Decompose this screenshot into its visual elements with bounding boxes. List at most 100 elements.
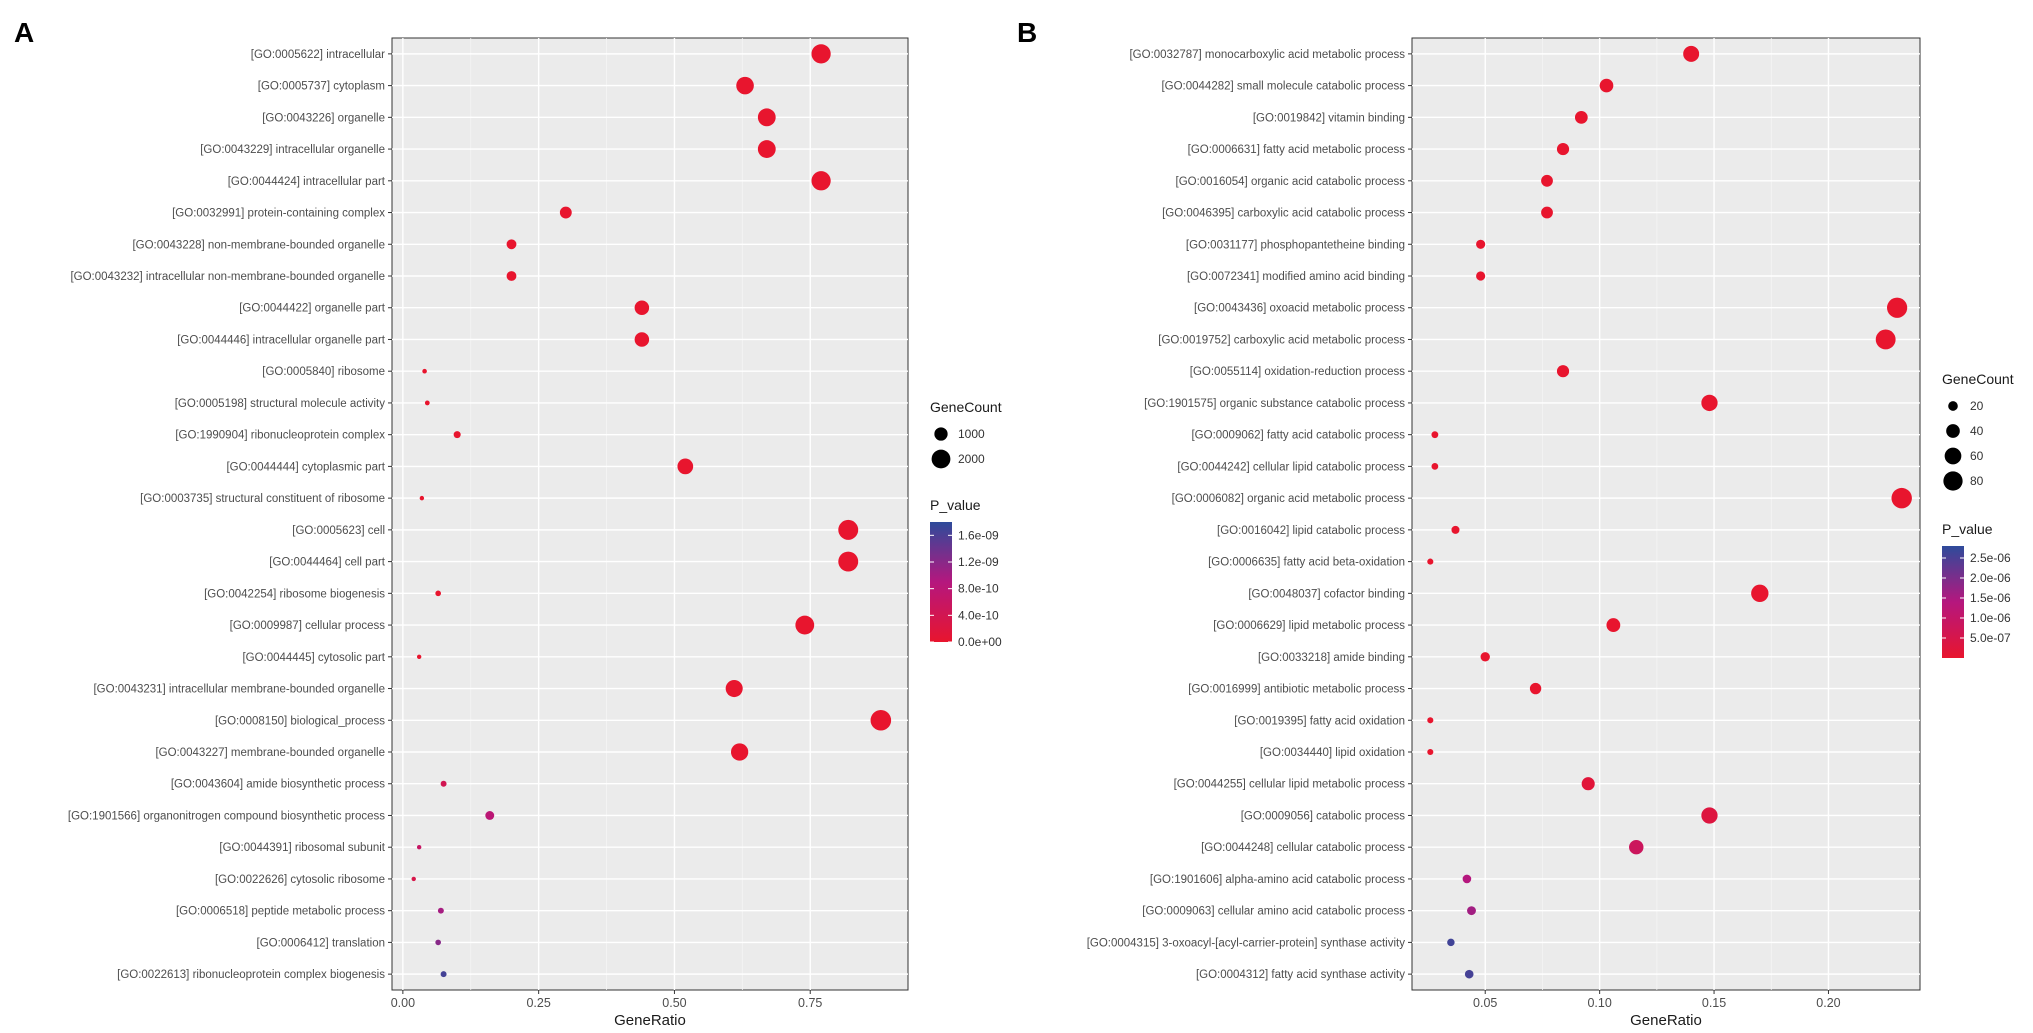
y-tick-label: [GO:0009063] cellular amino acid catabol…: [1142, 906, 1405, 918]
y-tick-label: [GO:0043232] intracellular non-membrane-…: [70, 271, 385, 283]
data-point: [811, 44, 831, 64]
y-tick-label: [GO:0044464] cell part: [269, 557, 386, 569]
y-tick-label: [GO:0044444] cytoplasmic part: [226, 461, 385, 473]
data-point: [1599, 78, 1614, 93]
data-point: [1476, 239, 1486, 249]
x-tick-label: 0.75: [798, 996, 822, 1010]
data-point: [1751, 584, 1769, 603]
y-tick-label: [GO:0006635] fatty acid beta-oxidation: [1208, 557, 1405, 569]
y-tick-label: [GO:0044445] cytosolic part: [242, 652, 385, 664]
x-tick-label: 0.25: [526, 996, 550, 1010]
panel-b: B 0.05 0.10 0.15 0.20 [GO:0032787] monocarbox…: [1017, 17, 2014, 1029]
y-tick-label: [GO:0043228] non-membrane-bounded organe…: [132, 239, 385, 251]
y-tick-label: [GO:0072341] modified amino acid binding: [1187, 271, 1405, 283]
data-point: [1447, 938, 1455, 947]
colorbar-label: 2.0e-06: [1970, 571, 2011, 585]
data-point: [416, 845, 422, 850]
size-legend-label: 40: [1970, 424, 1984, 438]
y-tick-label: [GO:0055114] oxidation-reduction process: [1190, 366, 1405, 378]
y-tick-label: [GO:0006412] translation: [257, 937, 386, 949]
data-point: [1541, 206, 1553, 219]
data-point: [1464, 969, 1474, 979]
data-point: [1431, 462, 1439, 470]
data-point: [1891, 487, 1912, 509]
data-point: [1629, 839, 1644, 855]
data-point: [435, 590, 441, 597]
data-point: [424, 400, 430, 406]
y-tick-label: [GO:1901575] organic substance catabolic…: [1144, 398, 1405, 410]
y-tick-label: [GO:0043604] amide biosynthetic process: [171, 779, 385, 791]
colorbar: [1942, 546, 1964, 658]
colorbar-label: 5.0e-07: [1970, 631, 2011, 645]
y-tick-label: [GO:0034440] lipid oxidation: [1260, 747, 1405, 759]
data-point: [485, 811, 495, 820]
data-point: [870, 709, 892, 731]
colorbar-label: 1.6e-09: [958, 528, 999, 542]
y-tick-label: [GO:0009987] cellular process: [230, 620, 386, 632]
y-tick-label: [GO:1901566] organonitrogen compound bio…: [68, 810, 385, 822]
y-tick-label: [GO:0044248] cellular catabolic process: [1201, 842, 1405, 854]
y-tick-label: [GO:0043229] intracellular organelle: [200, 144, 385, 156]
plot-panel: [1411, 37, 1921, 991]
data-point: [435, 939, 441, 946]
y-tick-label: [GO:0043226] organelle: [262, 112, 385, 124]
size-legend-label: 60: [1970, 449, 1984, 463]
y-tick-label: [GO:0044282] small molecule catabolic pr…: [1161, 81, 1405, 93]
colorbar-label: 1.0e-06: [1970, 611, 2011, 625]
data-point: [440, 971, 447, 978]
colorbar-label: 1.5e-06: [1970, 591, 2011, 605]
data-point: [634, 300, 650, 316]
data-point: [811, 171, 831, 191]
x-axis-title: GeneRatio: [1630, 1012, 1702, 1029]
data-point: [1427, 748, 1434, 756]
size-legend-label: 80: [1970, 474, 1984, 488]
y-tick-label: [GO:0005737] cytoplasm: [258, 81, 385, 93]
data-point: [1427, 558, 1434, 565]
panel-a: A 0.00 0.25 0.50 0.75 [GO:0005622] intracellu…: [14, 17, 1002, 1029]
y-tick-label: [GO:0044242] cellular lipid catabolic pr…: [1177, 461, 1405, 473]
data-point: [437, 907, 444, 914]
y-tick-label: [GO:0006631] fatty acid metabolic proces…: [1188, 144, 1406, 156]
data-point: [1887, 297, 1908, 318]
colorbar-label: 1.2e-09: [958, 555, 999, 569]
y-tick-label: [GO:0019752] carboxylic acid metabolic p…: [1158, 334, 1405, 346]
y-tick-label: [GO:0006629] lipid metabolic process: [1213, 620, 1405, 632]
y-tick-label: [GO:0005623] cell: [292, 525, 385, 537]
data-point: [416, 654, 422, 659]
y-tick-label: [GO:0009056] catabolic process: [1241, 810, 1406, 822]
color-legend-title: P_value: [1942, 521, 1993, 537]
data-point: [1529, 682, 1542, 695]
y-tick-label: [GO:0032787] monocarboxylic acid metabol…: [1129, 49, 1405, 61]
size-legend-label: 2000: [958, 452, 985, 466]
size-legend-title: GeneCount: [930, 399, 1002, 415]
x-tick-label: 0.50: [662, 996, 686, 1010]
y-tick-label: [GO:0044422] organelle part: [239, 303, 386, 315]
y-tick-label: [GO:0006082] organic acid metabolic proc…: [1172, 493, 1406, 505]
y-tick-label: [GO:0016999] antibiotic metabolic proces…: [1188, 684, 1405, 696]
data-point: [506, 239, 517, 250]
y-tick-label: [GO:0022626] cytosolic ribosome: [215, 874, 385, 886]
size-legend-key: [1943, 471, 1963, 491]
y-tick-label: [GO:0006518] peptide metabolic process: [176, 906, 385, 918]
data-point: [1476, 271, 1486, 281]
panel-letter: B: [1017, 17, 1037, 48]
data-point: [1467, 906, 1476, 916]
y-tick-label: [GO:0016054] organic acid catabolic proc…: [1176, 176, 1406, 188]
y-tick-label: [GO:0004312] fatty acid synthase activit…: [1196, 969, 1405, 981]
y-tick-label: [GO:0005622] intracellular: [251, 49, 385, 61]
y-tick-label: [GO:0019842] vitamin binding: [1253, 112, 1405, 124]
y-tick-label: [GO:0005840] ribosome: [262, 366, 385, 378]
size-legend-key: [1946, 424, 1960, 438]
y-tick-label: [GO:0044255] cellular lipid metabolic pr…: [1174, 779, 1406, 791]
y-tick-label: [GO:0019395] fatty acid oxidation: [1234, 715, 1405, 727]
size-legend-key: [1948, 401, 1958, 411]
data-point: [1701, 394, 1718, 412]
size-legend-key: [931, 449, 951, 469]
data-point: [677, 458, 694, 475]
y-tick-label: [GO:0032991] protein-containing complex: [172, 208, 385, 220]
size-legend-key: [1944, 447, 1962, 465]
data-point: [1541, 174, 1553, 187]
y-tick-label: [GO:1901606] alpha-amino acid catabolic …: [1150, 874, 1405, 886]
y-tick-label: [GO:0044446] intracellular organelle par…: [177, 334, 386, 346]
data-point: [559, 206, 572, 219]
